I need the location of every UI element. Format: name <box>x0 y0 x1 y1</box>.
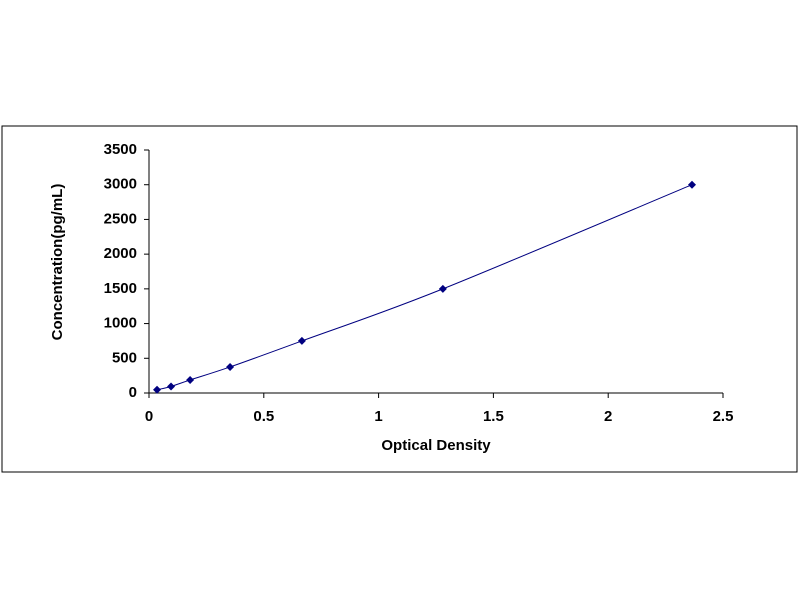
x-tick-label: 1.5 <box>483 408 504 425</box>
data-point <box>438 284 447 293</box>
data-point <box>153 385 162 394</box>
y-tick-label: 2500 <box>104 210 137 227</box>
x-tick-label: 2 <box>604 408 612 425</box>
data-point <box>186 375 195 384</box>
x-axis-title: Optical Density <box>381 437 491 454</box>
y-tick-label: 3000 <box>104 176 137 193</box>
x-tick-label: 0.5 <box>253 408 274 425</box>
y-tick-label: 3500 <box>104 141 137 158</box>
y-tick-label: 500 <box>112 349 137 366</box>
y-axis-title: Concentration(pg/mL) <box>49 184 66 341</box>
x-tick-label: 2.5 <box>713 408 734 425</box>
y-tick-label: 0 <box>129 384 137 401</box>
data-point <box>688 180 697 189</box>
y-tick-label: 1000 <box>104 315 137 332</box>
chart-frame <box>1 125 798 473</box>
y-tick-label: 2000 <box>104 245 137 262</box>
data-point <box>226 362 235 371</box>
data-point <box>167 382 176 391</box>
y-tick-label: 1500 <box>104 280 137 297</box>
data-point <box>297 336 306 345</box>
x-tick-label: 1 <box>374 408 382 425</box>
x-tick-label: 0 <box>145 408 153 425</box>
